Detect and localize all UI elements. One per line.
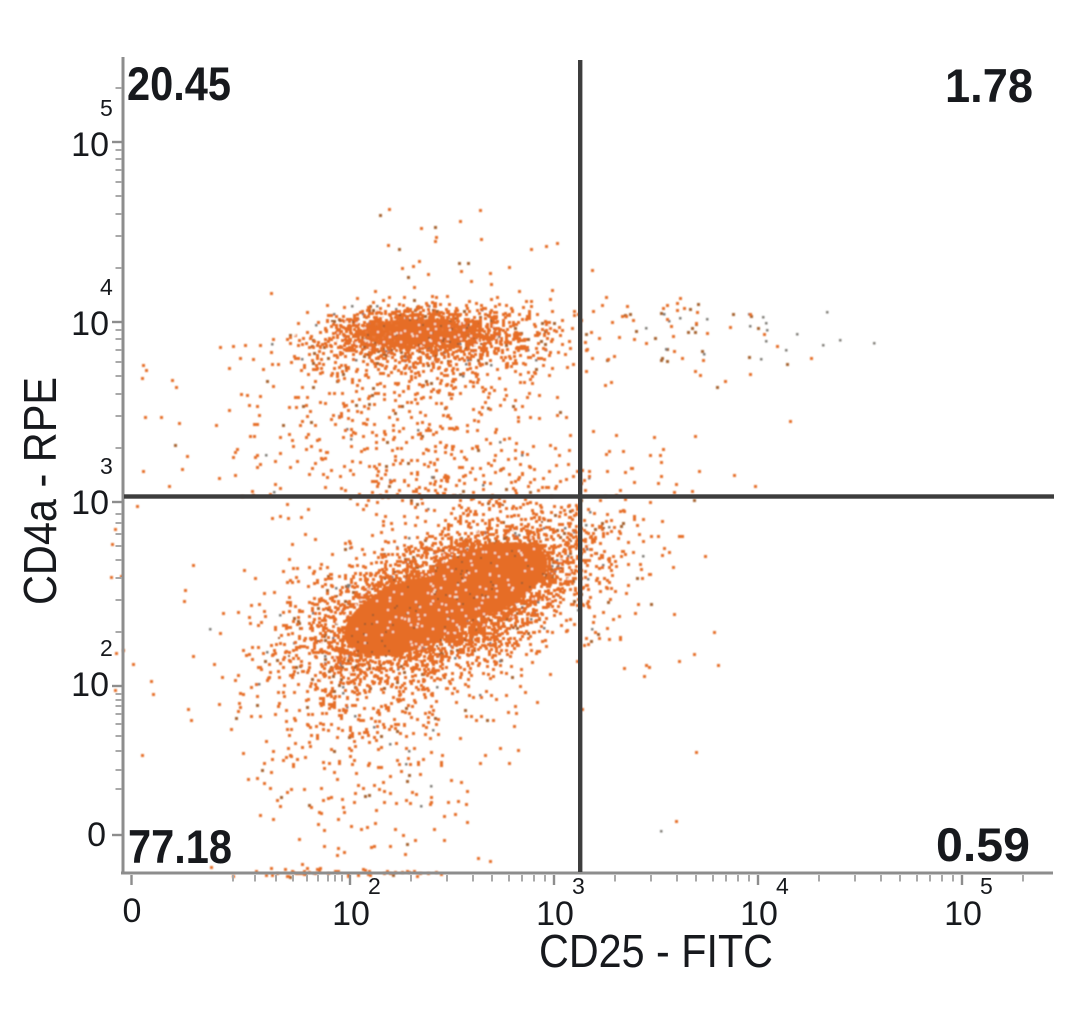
svg-text:5: 5 xyxy=(980,873,993,899)
svg-text:CD25 - FITC: CD25 - FITC xyxy=(539,925,773,977)
svg-text:4: 4 xyxy=(776,873,789,899)
svg-text:10: 10 xyxy=(71,666,109,704)
svg-text:0: 0 xyxy=(123,892,142,930)
svg-text:10: 10 xyxy=(944,895,982,933)
svg-text:10: 10 xyxy=(71,484,109,522)
svg-text:3: 3 xyxy=(100,453,113,479)
svg-text:5: 5 xyxy=(100,95,113,121)
svg-text:CD4a - RPE: CD4a - RPE xyxy=(14,377,66,605)
svg-text:4: 4 xyxy=(100,274,113,300)
svg-text:10: 10 xyxy=(536,895,574,933)
svg-text:1.78: 1.78 xyxy=(945,59,1033,112)
svg-text:3: 3 xyxy=(572,873,585,899)
svg-text:0: 0 xyxy=(87,816,106,854)
svg-text:10: 10 xyxy=(740,895,778,933)
svg-text:10: 10 xyxy=(332,895,370,933)
svg-text:20.45: 20.45 xyxy=(127,57,231,110)
svg-text:10: 10 xyxy=(71,126,109,164)
svg-text:0.59: 0.59 xyxy=(936,818,1030,871)
svg-text:2: 2 xyxy=(100,635,113,661)
svg-text:10: 10 xyxy=(71,305,109,343)
svg-text:77.18: 77.18 xyxy=(128,820,232,873)
svg-text:2: 2 xyxy=(368,873,381,899)
